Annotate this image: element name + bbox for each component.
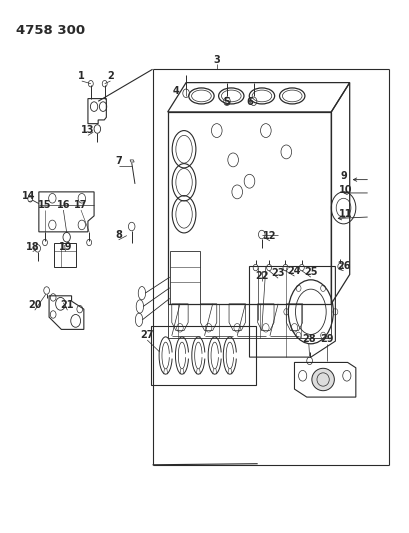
Text: 26: 26: [337, 261, 351, 271]
Text: 15: 15: [38, 200, 52, 210]
Text: 9: 9: [340, 171, 347, 181]
Text: 5: 5: [224, 96, 230, 107]
Text: 2: 2: [107, 71, 114, 81]
Text: 4758 300: 4758 300: [16, 24, 85, 37]
Ellipse shape: [312, 368, 335, 391]
Text: 17: 17: [74, 200, 88, 210]
Text: 24: 24: [288, 266, 301, 276]
Text: 28: 28: [302, 334, 316, 344]
Text: 21: 21: [61, 300, 74, 310]
Text: 12: 12: [263, 231, 277, 241]
Text: 19: 19: [58, 241, 72, 252]
Text: 25: 25: [304, 267, 318, 277]
Text: 6: 6: [246, 96, 253, 107]
Text: 13: 13: [81, 125, 95, 135]
Text: 11: 11: [339, 208, 353, 219]
Text: 29: 29: [320, 334, 334, 344]
Text: 8: 8: [115, 230, 122, 240]
Text: 4: 4: [173, 86, 179, 96]
Text: 1: 1: [79, 71, 85, 81]
Text: 27: 27: [140, 330, 154, 340]
Text: 14: 14: [22, 191, 36, 201]
Bar: [151, 326, 256, 385]
Text: 7: 7: [115, 156, 122, 166]
Text: 16: 16: [56, 200, 70, 210]
Text: 3: 3: [213, 55, 220, 65]
Text: 20: 20: [28, 300, 42, 310]
Text: 23: 23: [271, 268, 285, 278]
Text: 18: 18: [26, 241, 40, 252]
Text: 22: 22: [255, 271, 269, 281]
Text: 10: 10: [339, 184, 353, 195]
